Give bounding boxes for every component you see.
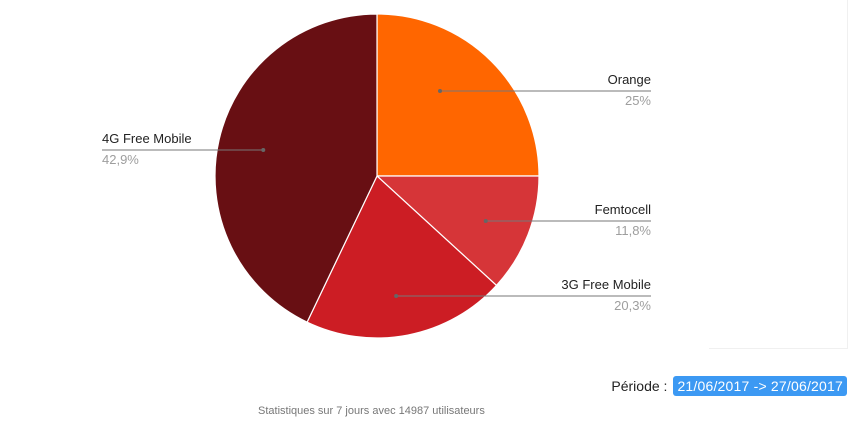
slice-label-3g-free-mobile: 3G Free Mobile [561,277,651,292]
slice-value-orange: 25% [625,93,651,108]
leader-dot-4g-free-mobile [261,148,266,152]
pie-slices [214,13,540,339]
slice-value-3g-free-mobile: 20,3% [614,298,651,313]
slice-labels: Orange 25% Femtocell 11,8% 3G Free Mobile 20,… [102,72,651,313]
leader-dot-orange [438,89,443,93]
slice-label-femtocell: Femtocell [595,202,651,217]
slice-label-4g-free-mobile: 4G Free Mobile [102,131,192,146]
pie-slice-3g-free-mobile[interactable] [306,175,498,339]
pie-slice-4g-free-mobile[interactable] [214,13,378,323]
pie-slice-femtocell[interactable] [375,175,540,287]
period-range: Période : 21/06/2017 -> 27/06/2017 [611,376,847,396]
side-panel [709,0,848,349]
period-value[interactable]: 21/06/2017 -> 27/06/2017 [673,376,847,396]
slice-label-orange: Orange [608,72,651,87]
slice-value-4g-free-mobile: 42,9% [102,152,139,167]
slice-value-femtocell: 11,8% [615,223,651,238]
pie-slice-orange[interactable] [376,13,540,177]
stats-caption: Statistiques sur 7 jours avec 14987 util… [258,405,485,417]
leader-dot-3g-free-mobile [394,294,399,298]
leader-dot-femtocell [483,219,488,223]
period-label: Période : [611,378,668,394]
